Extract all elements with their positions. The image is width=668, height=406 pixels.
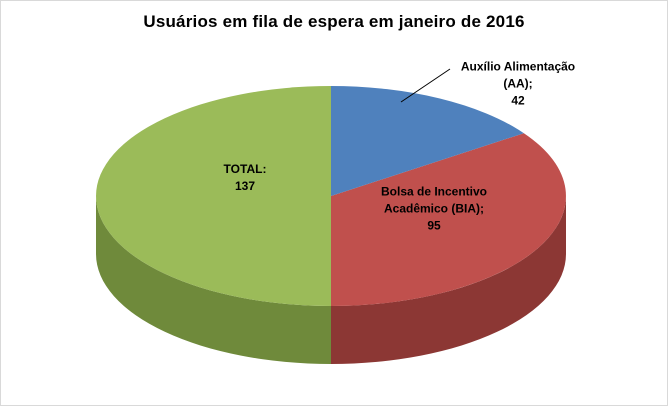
pie-slice-aa (331, 86, 524, 196)
label-line: (AA); (503, 76, 533, 91)
label-line: Acadêmico (BIA); (383, 201, 484, 216)
label-line: 95 (427, 218, 441, 233)
label-line: 42 (511, 93, 525, 108)
pie-slice-total (96, 86, 331, 306)
label-line: 137 (234, 179, 256, 193)
label-line: TOTAL: (223, 162, 267, 176)
label-line: Bolsa de Incentivo (380, 184, 488, 199)
label-aa: Auxílio Alimentação (AA); 42 (461, 59, 575, 110)
label-bia: Bolsa de Incentivo Acadêmico (BIA); 95 (381, 184, 487, 235)
chart-title: Usuários em fila de espera em janeiro de… (143, 12, 525, 31)
pie-rim-total (96, 196, 331, 364)
label-total: TOTAL: 137 (224, 161, 267, 195)
pie-slice-bia (331, 133, 566, 306)
callout-line (400, 68, 451, 103)
label-line: Auxílio Alimentação (460, 59, 576, 74)
pie-rim-bia (331, 196, 566, 364)
